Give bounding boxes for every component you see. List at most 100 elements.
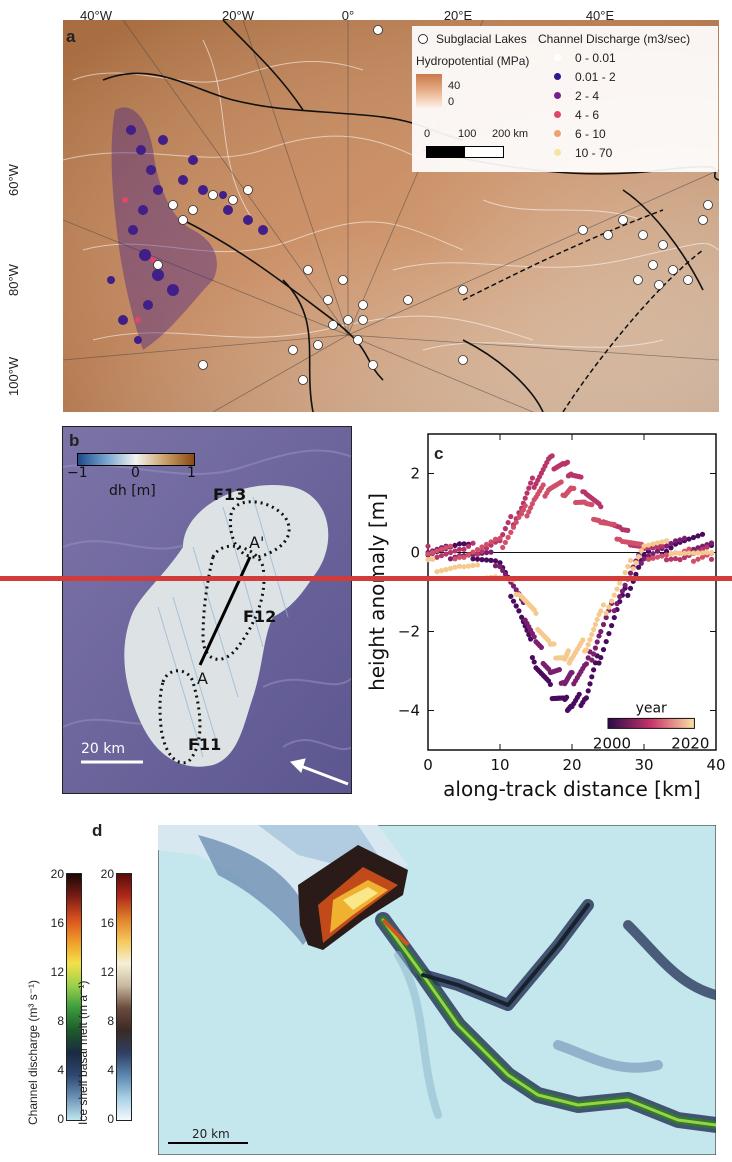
data-point bbox=[708, 556, 715, 562]
data-point bbox=[497, 535, 503, 541]
panel-a: 40°W 20°W 0° 20°E 40°E 60°W 80°W 100°W bbox=[0, 0, 732, 420]
panel-a-scale-bar bbox=[426, 146, 504, 158]
data-point bbox=[589, 502, 595, 508]
year-tick-2000: 2000 bbox=[593, 734, 631, 752]
data-point bbox=[625, 592, 631, 598]
lon-tick-40w: 40°W bbox=[80, 8, 112, 23]
data-point bbox=[483, 550, 490, 556]
data-point bbox=[587, 636, 593, 643]
profile-start-label: A bbox=[197, 669, 208, 688]
data-point bbox=[609, 622, 615, 629]
dh-colorbar bbox=[77, 453, 195, 466]
data-point bbox=[488, 539, 494, 545]
data-point bbox=[627, 570, 634, 576]
data-point bbox=[645, 542, 652, 548]
panel-b: b −1 0 1 dh [m] F13 F12 F11 A' A 20 km bbox=[62, 426, 352, 794]
discharge-class-4: 6 - 10 bbox=[554, 124, 616, 143]
data-point bbox=[589, 657, 595, 663]
data-point bbox=[663, 557, 670, 563]
data-point bbox=[596, 633, 602, 639]
data-point bbox=[594, 639, 600, 645]
data-point bbox=[708, 540, 715, 546]
data-point bbox=[606, 604, 612, 610]
data-point bbox=[598, 608, 604, 614]
class-0-swatch-icon bbox=[554, 54, 561, 61]
data-point bbox=[663, 552, 670, 558]
data-point bbox=[622, 582, 628, 588]
data-point bbox=[596, 660, 602, 666]
lon-tick-0: 0° bbox=[341, 8, 355, 23]
data-point bbox=[668, 551, 674, 557]
data-point bbox=[470, 562, 476, 569]
cbar2-title: Ice shelf basal melt (m a⁻¹) bbox=[76, 980, 90, 1125]
discharge-class-5: 10 - 70 bbox=[554, 143, 616, 162]
data-point bbox=[461, 546, 467, 552]
data-point bbox=[659, 543, 665, 549]
data-point bbox=[633, 571, 639, 577]
data-point bbox=[611, 608, 617, 614]
data-point bbox=[538, 644, 544, 650]
data-point bbox=[564, 459, 571, 465]
data-point bbox=[522, 503, 528, 509]
data-point bbox=[456, 541, 463, 547]
panel-b-map bbox=[63, 427, 351, 793]
data-point bbox=[690, 534, 697, 541]
flow-arrow-icon bbox=[289, 758, 349, 786]
data-point bbox=[699, 554, 706, 560]
data-point bbox=[488, 549, 494, 555]
x-tick-label: 20 bbox=[562, 756, 581, 774]
panel-b-scale-label: 20 km bbox=[81, 741, 126, 757]
data-point bbox=[438, 553, 445, 559]
data-point bbox=[704, 544, 710, 550]
data-point bbox=[549, 453, 555, 459]
data-point bbox=[502, 539, 508, 546]
data-point bbox=[654, 540, 661, 546]
melt-colorbar bbox=[116, 873, 132, 1121]
data-point bbox=[578, 474, 584, 480]
data-point bbox=[668, 545, 674, 551]
dh-tick-0: 0 bbox=[131, 465, 140, 481]
y-tick-label: −2 bbox=[398, 623, 420, 641]
data-point bbox=[479, 548, 485, 554]
data-point bbox=[540, 482, 546, 488]
data-point bbox=[425, 557, 431, 563]
data-point bbox=[551, 641, 557, 647]
data-point bbox=[641, 556, 647, 562]
data-point bbox=[438, 567, 445, 574]
data-point bbox=[600, 602, 607, 608]
lon-tick-40e: 40°E bbox=[585, 8, 615, 23]
data-point bbox=[526, 509, 532, 515]
data-point bbox=[502, 571, 508, 578]
data-point bbox=[686, 546, 692, 552]
data-point bbox=[500, 567, 506, 574]
data-point bbox=[529, 475, 535, 481]
data-point bbox=[699, 546, 706, 552]
data-point bbox=[474, 556, 481, 562]
panel-d-scale-label: 20 km bbox=[192, 1127, 230, 1141]
data-point bbox=[641, 543, 647, 549]
data-point bbox=[663, 538, 670, 544]
data-point bbox=[592, 645, 598, 651]
data-point bbox=[650, 541, 656, 547]
data-point bbox=[533, 610, 539, 616]
scale-label-0: 0 bbox=[424, 128, 431, 140]
data-point bbox=[690, 546, 697, 552]
data-point bbox=[672, 550, 679, 556]
data-point bbox=[625, 563, 631, 570]
scale-label-100: 100 bbox=[458, 128, 477, 140]
data-point bbox=[483, 541, 490, 548]
data-point bbox=[583, 695, 589, 701]
class-3-swatch-icon bbox=[554, 111, 561, 118]
data-point bbox=[488, 557, 494, 563]
hydro-max-label: 40 bbox=[448, 80, 461, 92]
data-point bbox=[633, 560, 639, 566]
data-point bbox=[461, 541, 467, 547]
discharge-title: Channel Discharge (m3/sec) bbox=[538, 32, 691, 46]
data-point bbox=[497, 564, 503, 570]
year-colorbar bbox=[607, 717, 695, 729]
data-point bbox=[576, 691, 582, 697]
y-axis-label: height anomaly [m] bbox=[365, 493, 389, 691]
data-point bbox=[434, 548, 440, 554]
data-point bbox=[636, 564, 642, 570]
